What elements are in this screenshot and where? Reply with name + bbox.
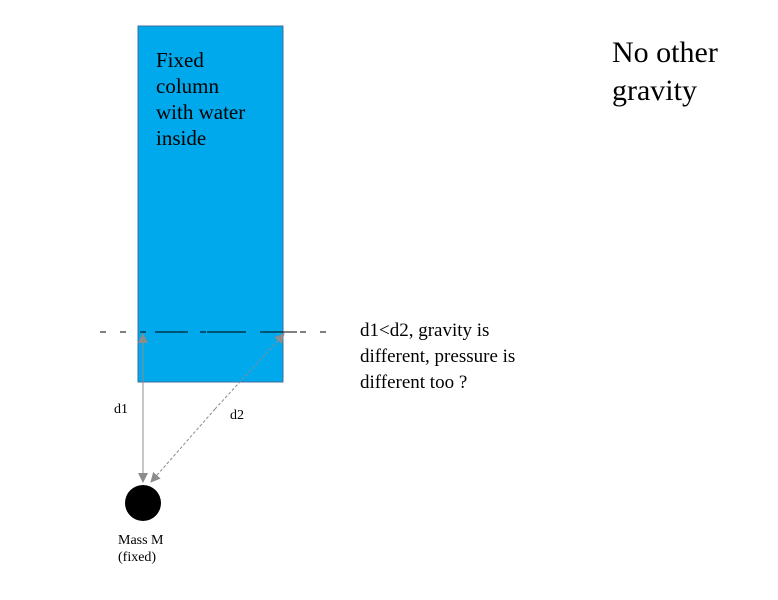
- water-column: [137, 25, 284, 383]
- no-other-gravity-note: No other gravity: [612, 36, 718, 107]
- d2-arrow-up: [214, 333, 285, 410]
- d1-label: d1: [114, 402, 128, 417]
- mass-m-circle: [125, 485, 161, 521]
- pressure-question-note: d1<d2, gravity is different, pressure is…: [360, 320, 516, 393]
- column-label: Fixed column with water inside: [156, 48, 246, 150]
- d2-arrow-down: [150, 408, 216, 483]
- d2-label: d2: [230, 408, 244, 423]
- mass-label: Mass M (fixed): [118, 533, 164, 565]
